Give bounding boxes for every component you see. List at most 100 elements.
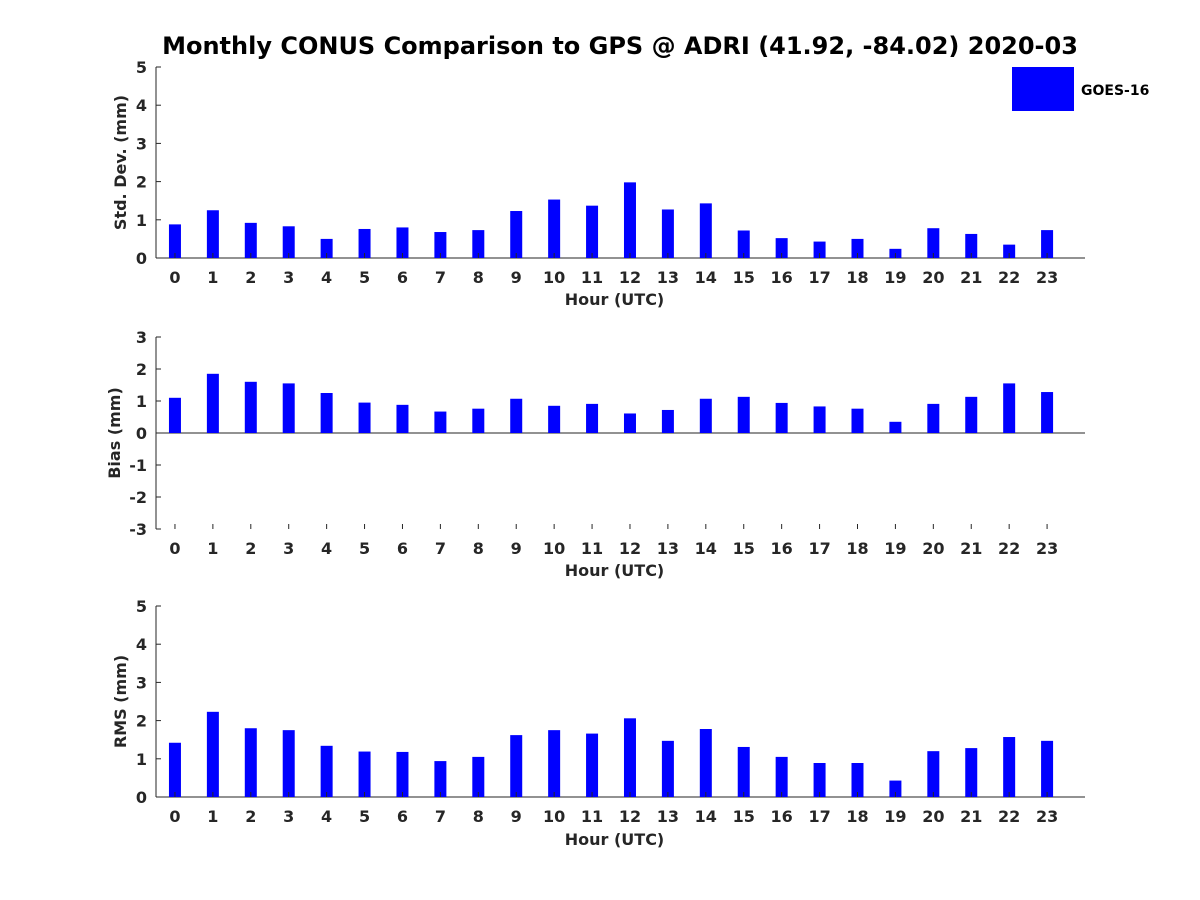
- bar-hour-20: [927, 403, 940, 433]
- x-tick-label: 0: [169, 807, 180, 826]
- x-tick-label: 3: [283, 268, 294, 287]
- x-tick-label: 20: [922, 807, 944, 826]
- bar-hour-2: [244, 728, 257, 797]
- x-tick-label: 11: [581, 268, 603, 287]
- bar-hour-3: [282, 383, 295, 433]
- x-tick-label: 12: [619, 807, 641, 826]
- y-tick-label: 3: [136, 134, 147, 153]
- x-tick-label: 8: [473, 539, 484, 558]
- x-tick-label: 5: [359, 268, 370, 287]
- x-tick-label: 23: [1036, 268, 1058, 287]
- x-tick-label: 8: [473, 807, 484, 826]
- x-tick-label: 4: [321, 268, 332, 287]
- bar-hour-12: [623, 182, 636, 258]
- x-axis-label: Hour (UTC): [565, 290, 665, 309]
- legend-label: GOES-16: [1081, 83, 1149, 99]
- x-tick-label: 2: [245, 539, 256, 558]
- x-tick-label: 13: [657, 807, 679, 826]
- x-tick-label: 13: [657, 539, 679, 558]
- y-tick-label: 1: [136, 211, 147, 230]
- bar-hour-22: [1003, 244, 1016, 258]
- x-tick-label: 2: [245, 268, 256, 287]
- y-tick-label: 2: [136, 173, 147, 192]
- bar-hour-1: [206, 210, 219, 258]
- bar-hour-16: [775, 756, 788, 797]
- bar-hour-21: [965, 396, 978, 433]
- x-tick-label: 16: [771, 539, 793, 558]
- x-tick-label: 11: [581, 539, 603, 558]
- bar-hour-11: [586, 733, 599, 797]
- y-tick-label: 1: [136, 392, 147, 411]
- x-tick-label: 6: [397, 539, 408, 558]
- bar-hour-23: [1041, 392, 1054, 433]
- bar-hour-11: [586, 403, 599, 433]
- bar-hour-9: [510, 398, 523, 433]
- bar-hour-6: [396, 751, 409, 797]
- bar-hour-15: [737, 230, 750, 258]
- x-tick-label: 12: [619, 268, 641, 287]
- x-tick-label: 1: [207, 539, 218, 558]
- y-tick-label: 4: [136, 96, 147, 115]
- x-tick-label: 7: [435, 539, 446, 558]
- x-tick-label: 4: [321, 539, 332, 558]
- bar-hour-0: [168, 224, 181, 258]
- y-tick-label: 2: [136, 712, 147, 731]
- legend-swatch: [1012, 67, 1074, 111]
- y-tick-label: 4: [136, 635, 147, 654]
- bar-hour-3: [282, 730, 295, 797]
- x-tick-label: 3: [283, 539, 294, 558]
- x-tick-label: 21: [960, 268, 982, 287]
- y-tick-label: 5: [136, 58, 147, 77]
- bar-hour-2: [244, 222, 257, 258]
- bar-hour-12: [623, 718, 636, 797]
- bar-hour-14: [699, 203, 712, 258]
- x-tick-label: 22: [998, 807, 1020, 826]
- y-tick-label: 5: [136, 597, 147, 616]
- x-tick-label: 6: [397, 268, 408, 287]
- bar-hour-7: [434, 761, 447, 797]
- x-tick-label: 22: [998, 268, 1020, 287]
- bar-hour-17: [813, 241, 826, 258]
- bar-hour-0: [168, 397, 181, 433]
- x-tick-label: 2: [245, 807, 256, 826]
- y-tick-label: 0: [136, 788, 147, 807]
- bar-hour-18: [851, 408, 864, 433]
- x-tick-label: 15: [733, 539, 755, 558]
- x-tick-label: 0: [169, 268, 180, 287]
- bar-hour-7: [434, 411, 447, 433]
- x-tick-label: 16: [771, 807, 793, 826]
- y-tick-label: -3: [129, 520, 147, 539]
- x-tick-label: 16: [771, 268, 793, 287]
- bar-hour-11: [586, 205, 599, 258]
- y-tick-label: -1: [129, 456, 147, 475]
- x-tick-label: 5: [359, 807, 370, 826]
- x-tick-label: 9: [511, 539, 522, 558]
- x-axis-label: Hour (UTC): [565, 830, 665, 849]
- bar-hour-4: [320, 238, 333, 258]
- bar-hour-10: [548, 730, 561, 797]
- bar-hour-13: [661, 409, 674, 433]
- x-tick-label: 20: [922, 268, 944, 287]
- x-tick-label: 23: [1036, 807, 1058, 826]
- x-tick-label: 21: [960, 807, 982, 826]
- y-tick-label: 1: [136, 750, 147, 769]
- bar-hour-15: [737, 396, 750, 433]
- bar-hour-5: [358, 751, 371, 797]
- x-tick-label: 1: [207, 807, 218, 826]
- bar-hour-12: [623, 413, 636, 433]
- x-tick-label: 14: [695, 268, 717, 287]
- y-tick-label: 0: [136, 424, 147, 443]
- bar-hour-20: [927, 228, 940, 258]
- y-tick-label: -2: [129, 488, 147, 507]
- y-tick-label: 0: [136, 249, 147, 268]
- bar-hour-19: [889, 780, 902, 797]
- bar-hour-18: [851, 238, 864, 258]
- bar-hour-14: [699, 729, 712, 797]
- bar-hour-7: [434, 232, 447, 258]
- bar-hour-2: [244, 381, 257, 433]
- x-tick-label: 10: [543, 807, 565, 826]
